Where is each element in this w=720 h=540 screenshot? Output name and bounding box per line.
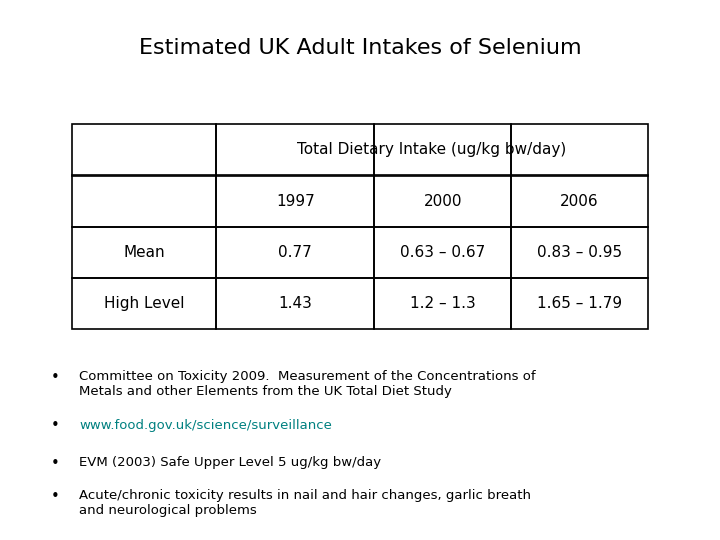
Text: •: • [50,370,59,385]
Bar [374,124,511,176]
Bar [216,278,374,329]
Bar [374,278,511,329]
Text: 1.65 – 1.79: 1.65 – 1.79 [537,296,622,311]
Bar [72,278,216,329]
Text: Acute/chronic toxicity results in nail and hair changes, garlic breath
and neuro: Acute/chronic toxicity results in nail a… [79,489,531,517]
Bar [374,227,511,278]
Text: High Level: High Level [104,296,184,311]
Text: 1997: 1997 [276,194,315,208]
Bar [216,227,374,278]
Bar [511,227,648,278]
Text: 0.83 – 0.95: 0.83 – 0.95 [537,245,622,260]
Text: 0.63 – 0.67: 0.63 – 0.67 [400,245,485,260]
Bar [374,176,511,227]
Text: 0.77: 0.77 [279,245,312,260]
Bar [511,278,648,329]
Text: •: • [50,489,59,504]
Bar [216,124,374,176]
Bar [511,176,648,227]
Text: Mean: Mean [123,245,165,260]
Bar [72,227,216,278]
Text: 2000: 2000 [423,194,462,208]
Bar [216,176,374,227]
Text: 2006: 2006 [560,194,599,208]
Text: Estimated UK Adult Intakes of Selenium: Estimated UK Adult Intakes of Selenium [139,38,581,58]
Text: www.food.gov.uk/science/surveillance: www.food.gov.uk/science/surveillance [79,418,332,431]
Text: Committee on Toxicity 2009.  Measurement of the Concentrations of
Metals and oth: Committee on Toxicity 2009. Measurement … [79,370,536,398]
Text: •: • [50,418,59,434]
Text: EVM (2003) Safe Upper Level 5 ug/kg bw/day: EVM (2003) Safe Upper Level 5 ug/kg bw/d… [79,456,382,469]
Bar [72,124,216,176]
Text: •: • [50,456,59,471]
Text: 1.2 – 1.3: 1.2 – 1.3 [410,296,476,311]
Text: 1.43: 1.43 [278,296,312,311]
Bar [511,124,648,176]
Text: Total Dietary Intake (ug/kg bw/day): Total Dietary Intake (ug/kg bw/day) [297,143,567,157]
Bar [72,176,216,227]
